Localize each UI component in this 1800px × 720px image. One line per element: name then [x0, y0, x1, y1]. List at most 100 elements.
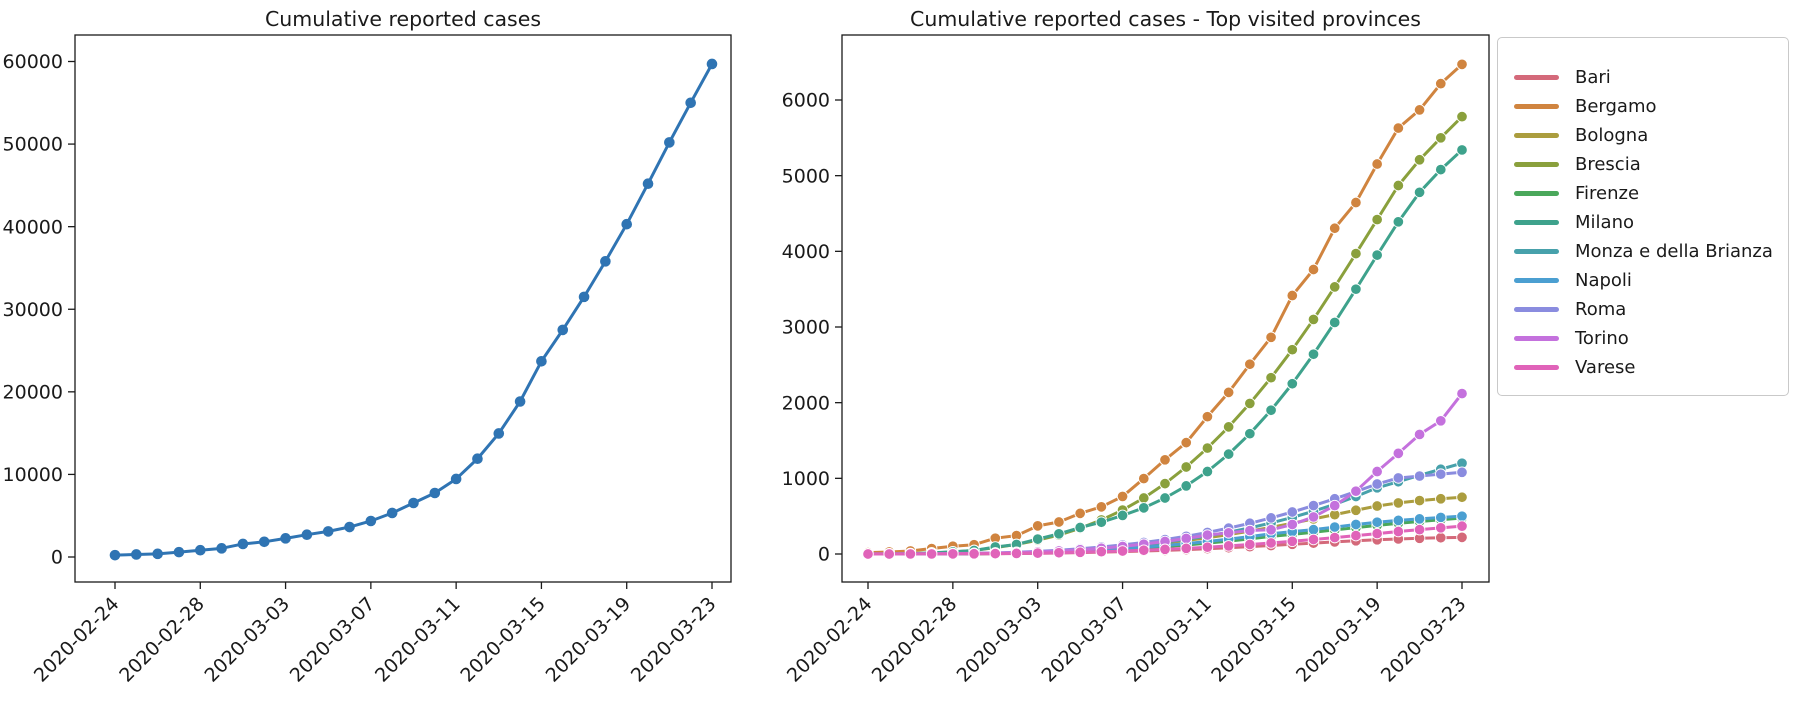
data-point: [557, 324, 569, 336]
y-tick-label: 30000: [3, 299, 63, 321]
legend-label: Milano: [1575, 211, 1634, 233]
data-point: [1456, 491, 1468, 504]
data-point: [1350, 247, 1362, 260]
plot-area-provinces: 01000200030004000500060002020-02-242020-…: [782, 34, 1490, 687]
legend-label: Brescia: [1575, 153, 1641, 175]
data-point: [1031, 520, 1044, 532]
data-point: [1328, 316, 1341, 329]
data-point: [1371, 500, 1383, 512]
data-point: [1328, 222, 1341, 235]
y-tick-label: 20000: [3, 381, 63, 403]
data-point: [301, 529, 313, 541]
legend-item-roma: Roma: [1514, 295, 1772, 324]
y-tick-label: 1000: [782, 468, 830, 490]
series-varese: [862, 520, 1468, 560]
data-point: [1456, 144, 1468, 156]
data-point: [1413, 154, 1426, 166]
data-point: [1413, 104, 1426, 116]
data-point: [1265, 371, 1277, 384]
data-point: [1286, 535, 1299, 548]
series-milano: [862, 144, 1468, 560]
data-point: [1328, 281, 1341, 293]
data-point: [1222, 527, 1235, 539]
legend-label: Torino: [1575, 327, 1629, 349]
legend-item-torino: Torino: [1514, 324, 1772, 353]
data-point: [1435, 163, 1447, 176]
data-point: [1159, 477, 1171, 490]
data-point: [1116, 509, 1129, 522]
legend-swatch-torino: [1514, 336, 1559, 341]
y-tick-label: 60000: [3, 51, 63, 73]
legend-swatch-roma: [1514, 307, 1559, 312]
data-point: [1392, 525, 1405, 538]
data-point: [1392, 472, 1405, 484]
data-point: [1328, 499, 1341, 512]
data-point: [1074, 521, 1086, 534]
data-point: [1392, 447, 1405, 460]
data-point: [1392, 497, 1405, 509]
legend-swatch-firenze: [1514, 191, 1559, 196]
data-point: [1222, 448, 1235, 460]
x-tick-label: 2020-03-07: [286, 593, 380, 687]
data-point: [365, 515, 377, 527]
data-point: [1265, 524, 1277, 536]
x-tick-label: 2020-02-28: [868, 593, 962, 687]
data-point: [578, 291, 590, 303]
legend-item-bologna: Bologna: [1514, 121, 1772, 150]
data-point: [1031, 547, 1044, 559]
data-point: [1180, 532, 1192, 545]
data-point: [1435, 493, 1447, 505]
data-point: [1201, 410, 1214, 423]
legend-label: Monza e della Brianza: [1575, 240, 1773, 262]
data-point: [1350, 529, 1362, 542]
data-point: [1413, 186, 1426, 199]
data-point: [862, 548, 874, 560]
legend: Bari Bergamo Bologna Brescia Firenze Mil…: [1497, 37, 1789, 396]
legend-label: Bari: [1575, 66, 1611, 88]
data-point: [1159, 492, 1171, 504]
data-point: [1435, 132, 1447, 144]
data-point: [1095, 501, 1108, 513]
data-point: [1456, 58, 1468, 71]
data-point: [1350, 485, 1362, 497]
data-point: [1222, 540, 1235, 552]
axes-spines: [841, 34, 1490, 583]
data-point: [1244, 358, 1256, 370]
x-tick-label: 2020-02-28: [115, 593, 209, 687]
legend-swatch-varese: [1514, 365, 1559, 370]
data-point: [1307, 499, 1320, 512]
data-point: [1286, 378, 1299, 390]
data-point: [968, 548, 980, 560]
data-point: [258, 536, 270, 548]
x-tick-label: 2020-03-19: [542, 593, 636, 687]
data-point: [1456, 531, 1468, 544]
data-point: [600, 256, 611, 267]
data-point: [1456, 387, 1468, 400]
data-point: [1265, 404, 1277, 416]
y-tick-label: 6000: [782, 90, 830, 112]
x-tick-label: 2020-02-24: [783, 593, 877, 687]
y-tick-label: 0: [818, 544, 830, 566]
data-point: [1392, 179, 1405, 192]
legend-swatch-bari: [1514, 75, 1559, 80]
y-tick-label: 0: [51, 547, 63, 569]
y-tick-label: 2000: [782, 392, 830, 414]
data-point: [1053, 516, 1065, 528]
data-point: [1031, 533, 1044, 545]
data-point: [1413, 523, 1426, 536]
data-point: [1159, 543, 1171, 556]
left-chart-title: Cumulative reported cases: [264, 7, 542, 31]
y-tick-label: 50000: [3, 134, 63, 156]
data-point: [1180, 436, 1192, 449]
data-point: [1201, 465, 1214, 478]
x-tick-label: 2020-03-11: [371, 593, 465, 687]
legend-label: Varese: [1575, 356, 1636, 378]
data-point: [1095, 545, 1108, 558]
legend-label: Bologna: [1575, 124, 1649, 146]
data-point: [1435, 531, 1447, 544]
data-point: [1456, 466, 1468, 479]
data-point: [1265, 512, 1277, 524]
data-point: [1456, 510, 1468, 522]
data-point: [408, 497, 419, 509]
x-tick-label: 2020-03-11: [1122, 593, 1216, 687]
